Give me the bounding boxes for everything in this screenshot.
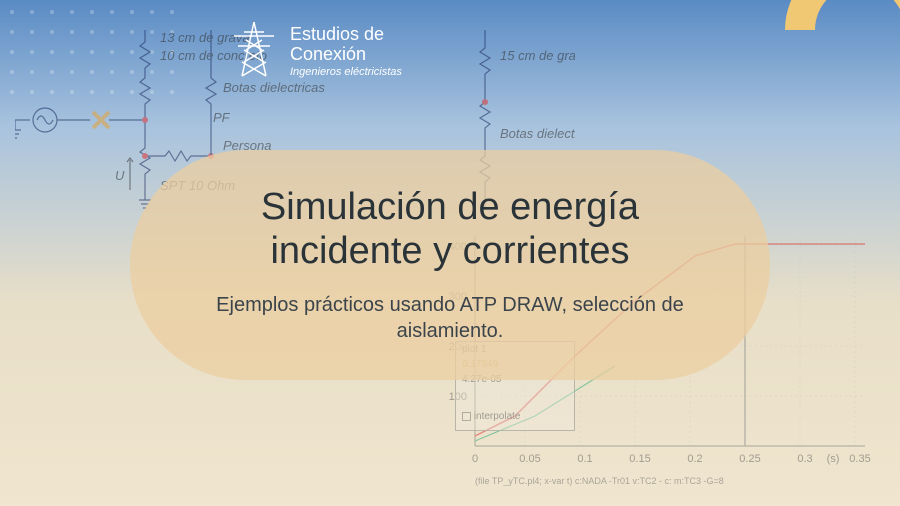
xtick: 0.1 xyxy=(577,453,592,465)
tower-icon xyxy=(230,20,278,83)
xtick: 0 xyxy=(472,453,478,465)
label-botas2: Botas dielectricas xyxy=(500,126,575,141)
main-title: Simulación de energía incidente y corrie… xyxy=(190,186,710,273)
xtick: 0.3 xyxy=(797,453,812,465)
brand-logo: Estudios de Conexión Ingenieros eléctric… xyxy=(230,20,402,83)
brand-title-line1: Estudios de xyxy=(290,25,402,45)
brand-subtitle: Ingenieros eléctricistas xyxy=(290,66,402,78)
label-pf: PF xyxy=(213,110,231,125)
arc-decoration xyxy=(780,0,900,110)
checkbox-icon xyxy=(462,412,471,421)
interpolate-label: interpolate xyxy=(474,411,521,422)
interpolate-row: interpolate xyxy=(456,409,574,424)
xtick: 0.2 xyxy=(687,453,702,465)
xtick: 0.35 xyxy=(849,453,870,465)
xtick: 0.25 xyxy=(739,453,760,465)
brand-title-line2: Conexión xyxy=(290,45,402,65)
subtitle: Ejemplos prácticos usando ATP DRAW, sele… xyxy=(190,292,710,344)
label-u: U xyxy=(115,168,125,183)
chart-footer: (file TP_yTC.pl4; x-var t) c:NADA -Tr01 … xyxy=(475,476,724,486)
title-card: Simulación de energía incidente y corrie… xyxy=(130,150,770,380)
xtick: 0.15 xyxy=(629,453,650,465)
xtick: 0.05 xyxy=(519,453,540,465)
label-grava15: 15 cm de grava xyxy=(500,48,575,63)
x-unit: (s) xyxy=(827,453,840,465)
